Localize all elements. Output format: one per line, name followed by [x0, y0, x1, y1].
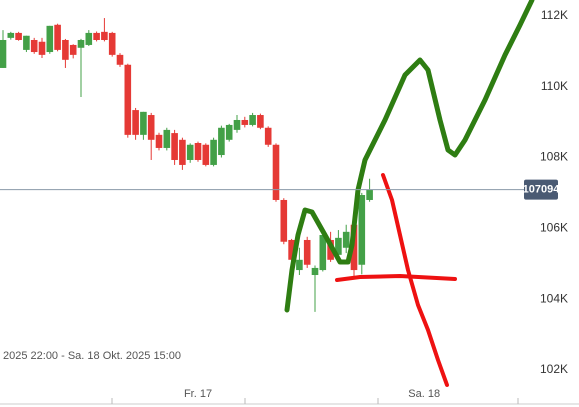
x-tick-label: Fr. 17	[184, 388, 212, 400]
date-range: 2025 22:00 - Sa. 18 Okt. 2025 15:00	[3, 350, 181, 362]
candle-body	[23, 35, 30, 50]
candle-body	[171, 133, 178, 160]
candle-body	[303, 239, 311, 265]
candle-body	[264, 127, 272, 145]
candle-body	[218, 127, 225, 156]
candle-body	[155, 134, 163, 148]
y-tick-label: 106K	[540, 220, 568, 234]
candle-body	[30, 39, 38, 53]
candle-body	[296, 259, 303, 271]
candle-body	[202, 144, 210, 165]
y-tick-label: 110K	[541, 79, 568, 93]
candle-body	[69, 44, 77, 55]
plot: 102K 104K 106K 108K 110K 112K Fr. 17 Sa. 18	[0, 8, 576, 400]
candle-body	[54, 24, 61, 50]
candle-body	[0, 39, 7, 68]
candle-body	[342, 231, 350, 248]
candle-body	[358, 195, 366, 265]
candle-body	[163, 129, 171, 148]
candle-body	[124, 64, 132, 135]
candle-body	[77, 39, 85, 48]
candle-body	[147, 115, 155, 140]
y-tick-label: 102K	[540, 362, 568, 376]
last-price-label: 107094	[523, 183, 561, 195]
candle-body	[93, 32, 100, 40]
candle-body	[108, 32, 116, 55]
candle-body	[179, 139, 186, 165]
candle-body	[101, 31, 108, 40]
candle-body	[366, 189, 373, 200]
candle-body	[311, 267, 319, 276]
candle-body	[62, 39, 69, 60]
candle-body	[7, 32, 15, 38]
candle-body	[132, 110, 139, 135]
candle-body	[194, 142, 202, 160]
candle-body	[116, 54, 124, 65]
drawn-annotation	[284, 0, 535, 313]
candle-body	[280, 199, 288, 242]
candle-body	[210, 139, 217, 165]
candle-body	[140, 111, 147, 135]
candle-body	[233, 119, 241, 130]
last-price-box	[524, 179, 558, 200]
candle-body	[257, 115, 264, 128]
candle-body	[225, 124, 233, 140]
y-tick-label: 108K	[540, 150, 568, 164]
candle-body	[319, 235, 327, 271]
y-tick-label: 104K	[540, 291, 568, 305]
candle-body	[38, 41, 46, 55]
candle-body	[272, 144, 280, 200]
candle-body	[249, 115, 256, 125]
y-tick-label: 112K	[541, 8, 568, 22]
candle-body	[335, 237, 342, 255]
candle-body	[241, 119, 249, 125]
drawn-annotation	[335, 273, 457, 282]
drawn-annotation	[381, 173, 449, 387]
candle-body	[186, 144, 194, 160]
x-tick-label: Sa. 18	[408, 388, 440, 400]
candle-body	[46, 25, 54, 53]
candle-body	[85, 32, 93, 45]
candle-body	[15, 32, 22, 40]
candle-body	[288, 239, 295, 260]
